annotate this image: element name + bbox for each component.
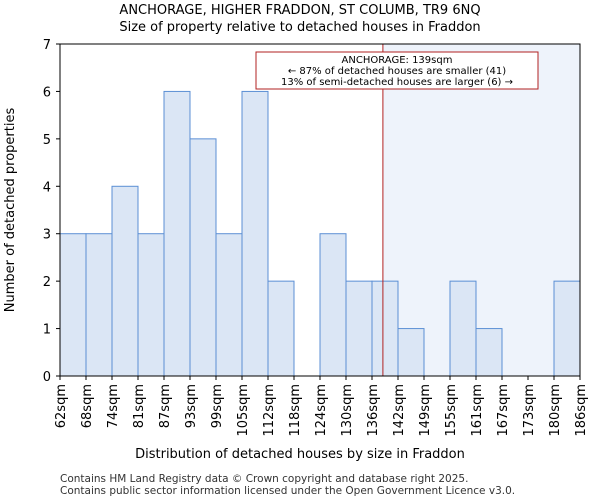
x-tick-label: 130sqm (340, 384, 355, 437)
histogram-bar (553, 280, 581, 377)
x-tick-label: 124sqm (314, 384, 329, 437)
y-tick-label: 6 (43, 85, 51, 100)
histogram-bar (267, 280, 295, 377)
histogram-bar (319, 233, 347, 377)
histogram-bar (475, 328, 503, 377)
histogram-bar (137, 233, 165, 377)
histogram-bar (189, 138, 217, 377)
y-tick-label: 7 (43, 38, 51, 53)
x-tick-label: 118sqm (288, 384, 303, 437)
histogram-bar (449, 280, 477, 377)
x-tick-label: 167sqm (496, 384, 511, 437)
y-tick-label: 2 (43, 275, 51, 290)
x-tick-label: 173sqm (522, 384, 537, 437)
x-tick-label: 99sqm (210, 384, 225, 428)
annotation-box (255, 51, 539, 90)
x-tick-label: 180sqm (548, 384, 563, 437)
x-tick-label: 136sqm (366, 384, 381, 437)
x-axis-label: Distribution of detached houses by size … (135, 447, 465, 462)
y-tick-label: 5 (43, 133, 51, 148)
histogram-bar (163, 90, 191, 377)
histogram-bar (215, 233, 243, 377)
annotation-line-1: ANCHORAGE: 139sqm (342, 55, 453, 66)
larger-region-highlight (382, 44, 580, 376)
y-axis-label: Number of detached properties (3, 108, 18, 313)
histogram-bar (111, 185, 139, 377)
x-tick-label: 155sqm (444, 384, 459, 437)
histogram-bar (85, 233, 113, 377)
footer-credit-line2: Contains public sector information licen… (60, 485, 516, 497)
annotation-line-3: 13% of semi-detached houses are larger (… (281, 77, 513, 88)
x-tick-label: 186sqm (574, 384, 589, 437)
x-tick-label: 74sqm (106, 384, 121, 428)
x-tick-label: 149sqm (418, 384, 433, 437)
x-tick-label: 68sqm (80, 384, 95, 428)
x-tick-label: 62sqm (54, 384, 69, 428)
histogram-bar (345, 280, 373, 377)
y-tick-label: 3 (43, 228, 51, 243)
chart-subtitle: Size of property relative to detached ho… (119, 20, 480, 35)
x-tick-label: 81sqm (132, 384, 147, 428)
x-tick-label: 112sqm (262, 384, 277, 437)
y-tick-label: 1 (43, 323, 51, 338)
y-tick-label: 0 (43, 370, 51, 385)
plot-area: 0 1 2 3 4 5 6 7 62sqm 68sqm 74sqm 81sqm 87sqm 93sqm 99… (43, 38, 589, 437)
annotation-line-2: ← 87% of detached houses are smaller (41… (288, 66, 506, 77)
histogram-bar (59, 233, 87, 377)
y-tick-label: 4 (43, 180, 51, 195)
x-tick-label: 161sqm (470, 384, 485, 437)
histogram-bar (241, 90, 269, 377)
x-tick-label: 93sqm (184, 384, 199, 428)
x-tick-label: 87sqm (158, 384, 173, 428)
x-tick-label: 105sqm (236, 384, 251, 437)
histogram-bar (371, 280, 399, 377)
footer-credit-line1: Contains HM Land Registry data © Crown c… (60, 473, 469, 485)
histogram-bar (397, 328, 425, 377)
chart-title: ANCHORAGE, HIGHER FRADDON, ST COLUMB, TR… (119, 3, 480, 18)
x-tick-label: 142sqm (392, 384, 407, 437)
